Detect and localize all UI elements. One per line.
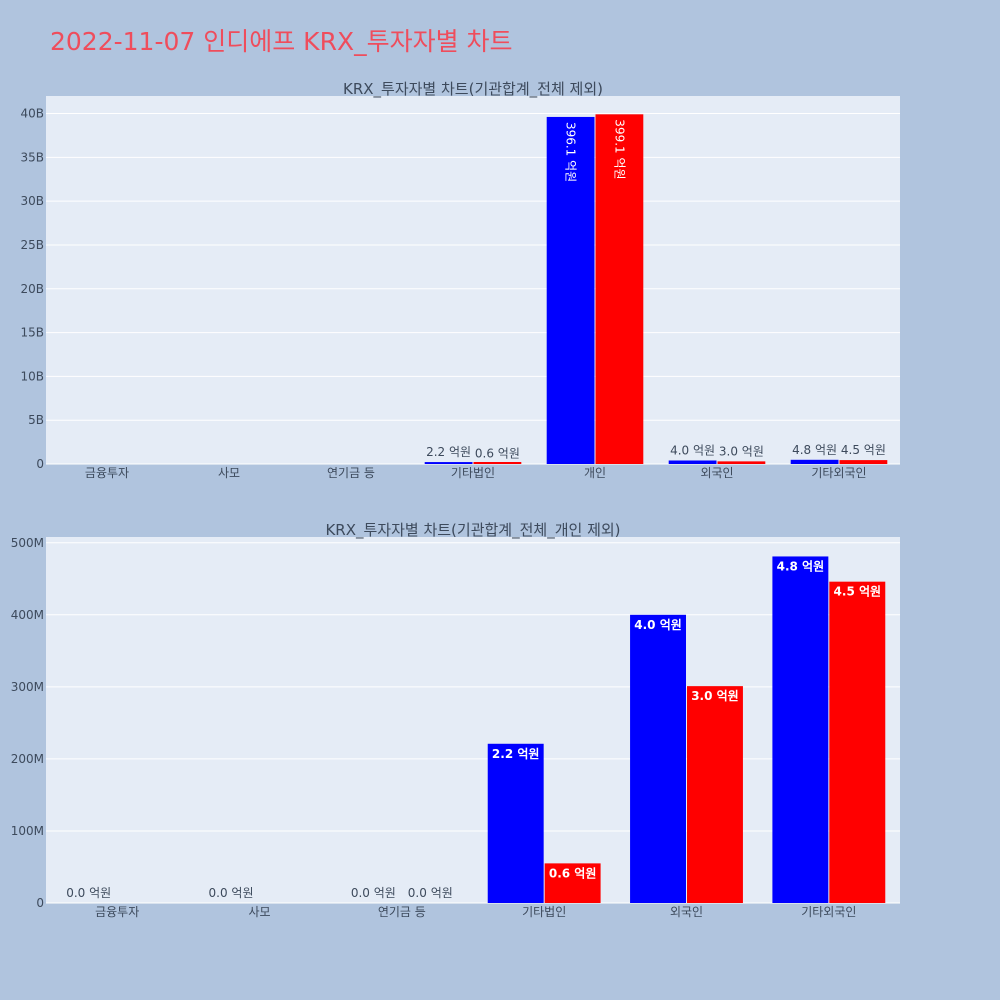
x-tick-label: 기타법인 bbox=[451, 466, 495, 480]
data-label: 0.6 억원 bbox=[549, 866, 597, 880]
data-label: 0.0 억원 bbox=[66, 886, 111, 900]
x-tick-label: 기타법인 bbox=[522, 905, 566, 919]
chart-top: 0 5B 10B 15B 20B 25B 30B 35B 40B KRX_투자자별 차트(기관합계… bbox=[20, 80, 900, 480]
y-tick-label: 300M bbox=[11, 680, 44, 694]
data-label: 0.0 억원 bbox=[209, 886, 254, 900]
chart-bottom: 0 100M 200M 300M 400M 500M KRX_투자자별 차트(기관합계_전체… bbox=[11, 521, 900, 919]
bar bbox=[630, 614, 686, 903]
y-tick-label: 200M bbox=[11, 752, 44, 766]
x-tick-label: 외국인 bbox=[700, 466, 733, 480]
chart-title: KRX_투자자별 차트(기관합계_전체_개인 제외) bbox=[325, 521, 620, 540]
bar bbox=[487, 743, 544, 903]
bar bbox=[473, 462, 522, 464]
y-tick-label: 0 bbox=[36, 896, 44, 910]
x-tick-label: 사모 bbox=[248, 905, 270, 919]
data-label: 3.0 억원 bbox=[691, 689, 739, 703]
bar bbox=[595, 114, 644, 464]
y-tick-label: 500M bbox=[11, 536, 44, 550]
y-tick-label: 15B bbox=[20, 326, 44, 340]
data-label: 0.0 억원 bbox=[351, 886, 396, 900]
y-tick-label: 10B bbox=[20, 369, 44, 383]
data-label: 4.0 억원 bbox=[670, 443, 715, 457]
data-label: 4.5 억원 bbox=[834, 585, 882, 599]
bar bbox=[544, 863, 601, 903]
y-tick-label: 20B bbox=[20, 282, 44, 296]
x-tick-label: 연기금 등 bbox=[378, 905, 426, 919]
y-tick-label: 100M bbox=[11, 824, 44, 838]
data-label: 4.0 억원 bbox=[634, 618, 682, 632]
x-tick-label: 금융투자 bbox=[95, 905, 139, 919]
bar bbox=[772, 556, 829, 903]
y-tick-label: 5B bbox=[28, 413, 44, 427]
bar bbox=[546, 116, 595, 464]
x-tick-label: 기타외국인 bbox=[811, 466, 866, 480]
data-label: 4.8 억원 bbox=[792, 443, 837, 457]
x-tick-label: 외국인 bbox=[670, 905, 703, 919]
bar bbox=[424, 462, 473, 464]
y-tick-label: 0 bbox=[36, 457, 44, 471]
data-label: 3.0 억원 bbox=[719, 444, 764, 458]
page-title: 2022-11-07 인디에프 KRX_투자자별 차트 bbox=[50, 27, 513, 56]
x-tick-label: 금융투자 bbox=[85, 466, 129, 480]
bar bbox=[717, 461, 766, 464]
chart-title: KRX_투자자별 차트(기관합계_전체 제외) bbox=[343, 80, 603, 99]
plot-area bbox=[46, 537, 900, 903]
x-tick-label: 사모 bbox=[218, 466, 240, 480]
bar bbox=[829, 581, 886, 903]
y-tick-label: 25B bbox=[20, 238, 44, 252]
bar bbox=[668, 460, 717, 464]
y-tick-label: 400M bbox=[11, 608, 44, 622]
y-tick-label: 35B bbox=[20, 150, 44, 164]
data-label: 2.2 억원 bbox=[492, 747, 540, 761]
data-label: 0.6 억원 bbox=[475, 447, 520, 461]
x-tick-label: 기타외국인 bbox=[801, 905, 856, 919]
bar bbox=[790, 459, 839, 464]
data-label: 396.1 억원 bbox=[564, 122, 578, 182]
data-label: 4.8 억원 bbox=[777, 559, 825, 573]
x-tick-label: 개인 bbox=[584, 466, 606, 480]
data-label: 2.2 억원 bbox=[426, 445, 471, 459]
y-tick-label: 30B bbox=[20, 194, 44, 208]
y-tick-label: 40B bbox=[20, 107, 44, 121]
data-label: 399.1 억원 bbox=[612, 119, 626, 179]
data-label: 4.5 억원 bbox=[841, 443, 886, 457]
x-tick-label: 연기금 등 bbox=[327, 466, 375, 480]
bar bbox=[839, 460, 888, 464]
data-label: 0.0 억원 bbox=[408, 886, 453, 900]
bar bbox=[687, 686, 743, 903]
